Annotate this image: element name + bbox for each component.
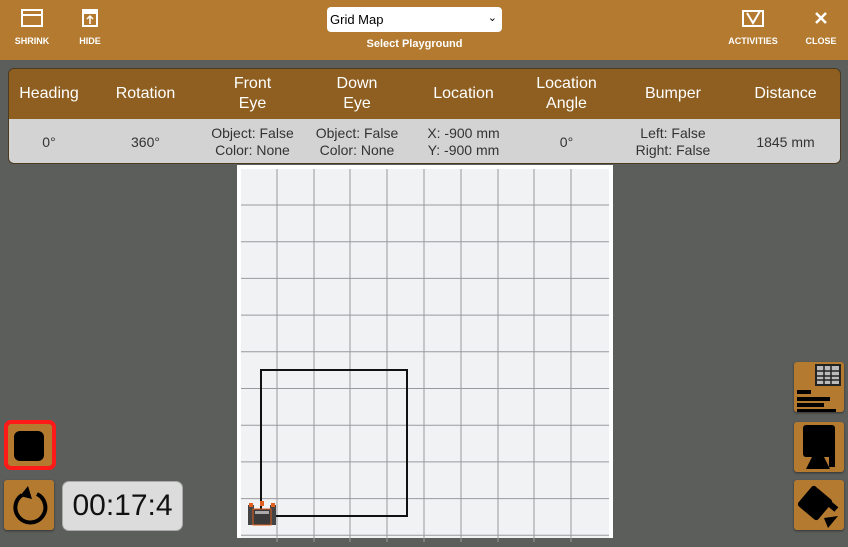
close-label: CLOSE bbox=[805, 36, 837, 46]
shrink-icon bbox=[21, 9, 43, 27]
timer-display: 00:17:4 bbox=[62, 481, 183, 531]
value-down-eye: Object: False Color: None bbox=[315, 125, 399, 158]
sensor-table: Heading Rotation Front Eye Down Eye Loca… bbox=[8, 68, 841, 164]
header-bumper: Bumper bbox=[644, 85, 702, 102]
close-button[interactable]: CLOSE bbox=[805, 8, 837, 46]
shrink-label: SHRINK bbox=[14, 36, 50, 46]
reset-button[interactable] bbox=[4, 480, 54, 530]
header-location: Location bbox=[433, 85, 494, 102]
playground-select-label: Select Playground bbox=[366, 38, 463, 50]
activities-label: ACTIVITIES bbox=[728, 36, 778, 46]
data-table-icon bbox=[797, 364, 841, 412]
grid bbox=[241, 169, 609, 542]
header-rotation: Rotation bbox=[115, 85, 176, 102]
activities-button[interactable]: ACTIVITIES bbox=[726, 8, 780, 46]
header-down-eye: Down Eye bbox=[336, 75, 378, 112]
robot-view-button[interactable] bbox=[794, 422, 844, 472]
robot-view-icon bbox=[803, 425, 835, 469]
hide-icon bbox=[82, 9, 98, 27]
camera-view-icon bbox=[797, 485, 839, 528]
shrink-button[interactable]: SHRINK bbox=[13, 8, 51, 46]
hide-label: HIDE bbox=[79, 36, 101, 46]
header-location-angle: Location Angle bbox=[536, 75, 597, 112]
data-table-button[interactable] bbox=[794, 362, 844, 412]
chevron-down-icon: ⌄ bbox=[487, 12, 497, 24]
header-heading: Heading bbox=[19, 85, 79, 102]
value-heading: 0° bbox=[42, 133, 56, 150]
value-distance: 1845 mm bbox=[756, 133, 815, 150]
value-bumper: Left: False Right: False bbox=[635, 125, 711, 158]
sensor-table-header: Heading Rotation Front Eye Down Eye Loca… bbox=[9, 69, 840, 119]
robot[interactable] bbox=[247, 501, 277, 527]
hide-button[interactable]: HIDE bbox=[76, 8, 104, 46]
stop-button[interactable] bbox=[4, 420, 56, 470]
robot-path bbox=[260, 369, 408, 517]
playground-select[interactable]: Grid Map ⌄ bbox=[327, 7, 502, 32]
value-location: X: -900 mm Y: -900 mm bbox=[427, 125, 500, 158]
sensor-table-row: 0° 360° Object: False Color: None Object… bbox=[9, 119, 840, 163]
header-front-eye: Front Eye bbox=[233, 75, 272, 112]
value-rotation: 360° bbox=[131, 133, 160, 150]
value-location-angle: 0° bbox=[559, 133, 574, 150]
value-front-eye: Object: False Color: None bbox=[211, 125, 294, 158]
playground-grid-map[interactable] bbox=[237, 165, 613, 542]
playground-select-value: Grid Map bbox=[330, 12, 384, 27]
reset-icon bbox=[13, 486, 48, 525]
activities-icon bbox=[742, 10, 764, 27]
camera-view-button[interactable] bbox=[794, 480, 844, 530]
header-distance: Distance bbox=[754, 85, 817, 102]
top-toolbar: SHRINK HIDE Grid Map ⌄ Select Playground … bbox=[0, 0, 848, 60]
stop-icon bbox=[14, 431, 44, 461]
close-icon bbox=[815, 12, 827, 24]
